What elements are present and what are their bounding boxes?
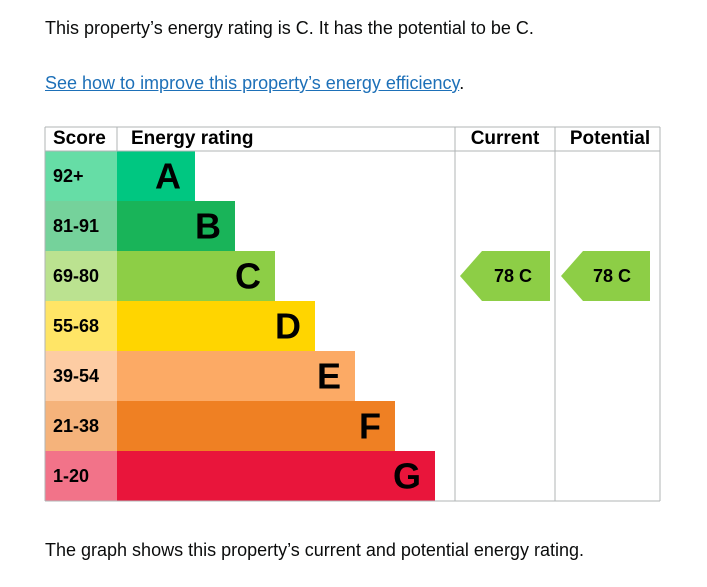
score-cell (45, 201, 117, 251)
score-cell (45, 401, 117, 451)
rating-bar (117, 251, 275, 301)
rating-letter: F (359, 406, 381, 447)
rating-bar (117, 351, 355, 401)
score-cell (45, 351, 117, 401)
column-header: Energy rating (131, 128, 253, 149)
rating-bar (117, 451, 435, 501)
current-rating: 78 C (494, 266, 532, 286)
link-trailing: . (459, 73, 465, 93)
score-cell (45, 451, 117, 501)
score-label: 39-54 (53, 366, 99, 386)
rating-letter: G (393, 456, 421, 497)
score-label: 55-68 (53, 316, 99, 336)
column-header: Potential (570, 128, 650, 149)
potential-rating: 78 C (593, 266, 631, 286)
score-label: 92+ (53, 166, 84, 186)
score-label: 21-38 (53, 416, 99, 436)
rating-letter: D (275, 306, 301, 347)
score-cell (45, 151, 117, 201)
caption: The graph shows this property’s current … (45, 540, 584, 560)
rating-letter: E (317, 356, 341, 397)
link-line: See how to improve this property’s energ… (45, 73, 464, 94)
score-label: 81-91 (53, 216, 99, 236)
column-header: Score (53, 128, 106, 149)
rating-letter: C (235, 256, 261, 297)
improve-link[interactable]: See how to improve this property’s energ… (45, 73, 460, 93)
rating-letter: B (195, 206, 221, 247)
column-header: Current (471, 128, 540, 149)
score-cell (45, 301, 117, 351)
rating-bar (117, 201, 235, 251)
rating-bar (117, 151, 195, 201)
score-label: 1-20 (53, 466, 89, 486)
rating-bar (117, 301, 315, 351)
current-arrow (460, 251, 550, 301)
rating-letter: A (155, 156, 181, 197)
rating-bar (117, 401, 395, 451)
intro: This property’s energy rating is C. It h… (45, 18, 534, 38)
potential-arrow (561, 251, 650, 301)
score-cell (45, 251, 117, 301)
score-label: 69-80 (53, 266, 99, 286)
